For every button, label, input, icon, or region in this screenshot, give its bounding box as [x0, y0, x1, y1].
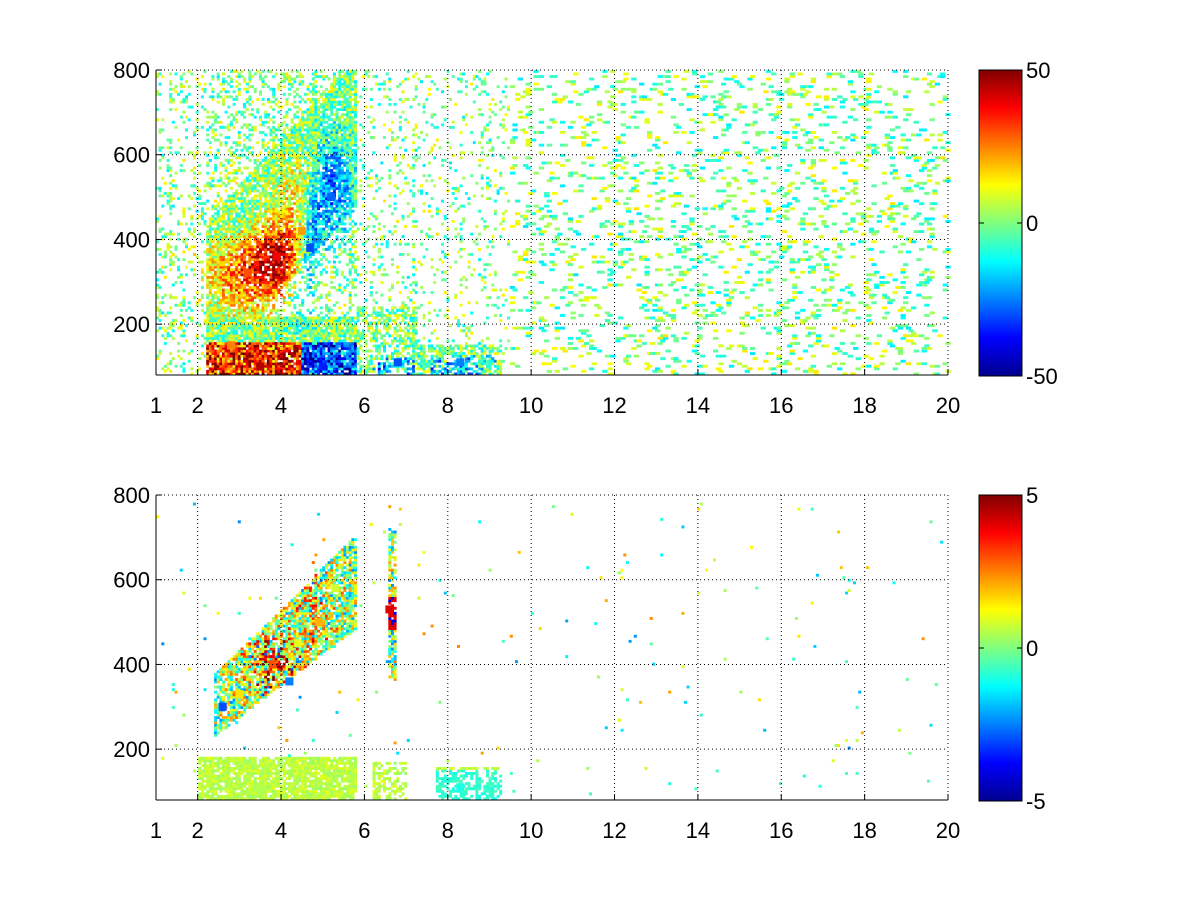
x-tick-label: 2 [192, 393, 204, 418]
y-tick-label: 600 [113, 143, 150, 168]
heatmap-cell [219, 703, 227, 711]
x-tick-label: 14 [686, 818, 710, 843]
heatmap-cell [235, 690, 243, 698]
x-tick-label: 4 [275, 818, 287, 843]
y-tick-label: 400 [113, 652, 150, 677]
x-tick-label: 6 [358, 818, 370, 843]
heatmap-cell [456, 358, 464, 366]
y-tick-label: 800 [113, 483, 150, 508]
colorbar-tick-label: 50 [1026, 58, 1050, 83]
colorbar-tick-label: -50 [1026, 364, 1058, 389]
x-tick-label: 10 [519, 393, 543, 418]
colorbar-tick-label: 5 [1026, 483, 1038, 508]
heatmap-cell [285, 677, 293, 685]
heatmap-cell [306, 244, 314, 252]
heatmap-cell [298, 227, 306, 235]
y-tick-label: 400 [113, 227, 150, 252]
heatmap-cell [394, 358, 402, 366]
x-tick-label: 18 [852, 818, 876, 843]
colorbar-tick-label: 0 [1026, 636, 1038, 661]
heatmap-cell [294, 639, 302, 647]
x-tick-label: 6 [358, 393, 370, 418]
heatmap-cell [273, 252, 281, 260]
x-tick-label: 8 [442, 393, 454, 418]
x-tick-label: 16 [769, 393, 793, 418]
x-tick-label: 12 [602, 818, 626, 843]
x-tick-label: 20 [936, 818, 960, 843]
x-tick-label: 2 [192, 818, 204, 843]
x-tick-label: 14 [686, 393, 710, 418]
x-tick-label: 20 [936, 393, 960, 418]
heatmap-cell [319, 363, 327, 371]
x-tick-label: 1 [150, 818, 162, 843]
heatmap-cell [227, 341, 235, 349]
heatmap-cell [256, 783, 264, 791]
heatmap-cell [327, 193, 335, 201]
x-tick-label: 4 [275, 393, 287, 418]
x-tick-label: 1 [150, 393, 162, 418]
y-tick-label: 600 [113, 568, 150, 593]
x-tick-label: 8 [442, 818, 454, 843]
y-tick-label: 800 [113, 58, 150, 83]
y-tick-label: 200 [113, 312, 150, 337]
heatmap-cell [456, 783, 464, 791]
x-tick-label: 10 [519, 818, 543, 843]
colorbar [979, 495, 1022, 801]
heatmap-cell [256, 363, 264, 371]
colorbar-tick-label: -5 [1026, 789, 1046, 814]
x-tick-label: 18 [852, 393, 876, 418]
x-tick-label: 16 [769, 818, 793, 843]
heatmap-cell [385, 605, 393, 613]
x-tick-label: 12 [602, 393, 626, 418]
heatmap-cell [315, 618, 323, 626]
y-tick-label: 200 [113, 737, 150, 762]
heatmap-cell [331, 584, 339, 592]
colorbar-tick-label: 0 [1026, 211, 1038, 236]
colorbar [979, 70, 1022, 376]
heatmap-cell [244, 269, 252, 277]
